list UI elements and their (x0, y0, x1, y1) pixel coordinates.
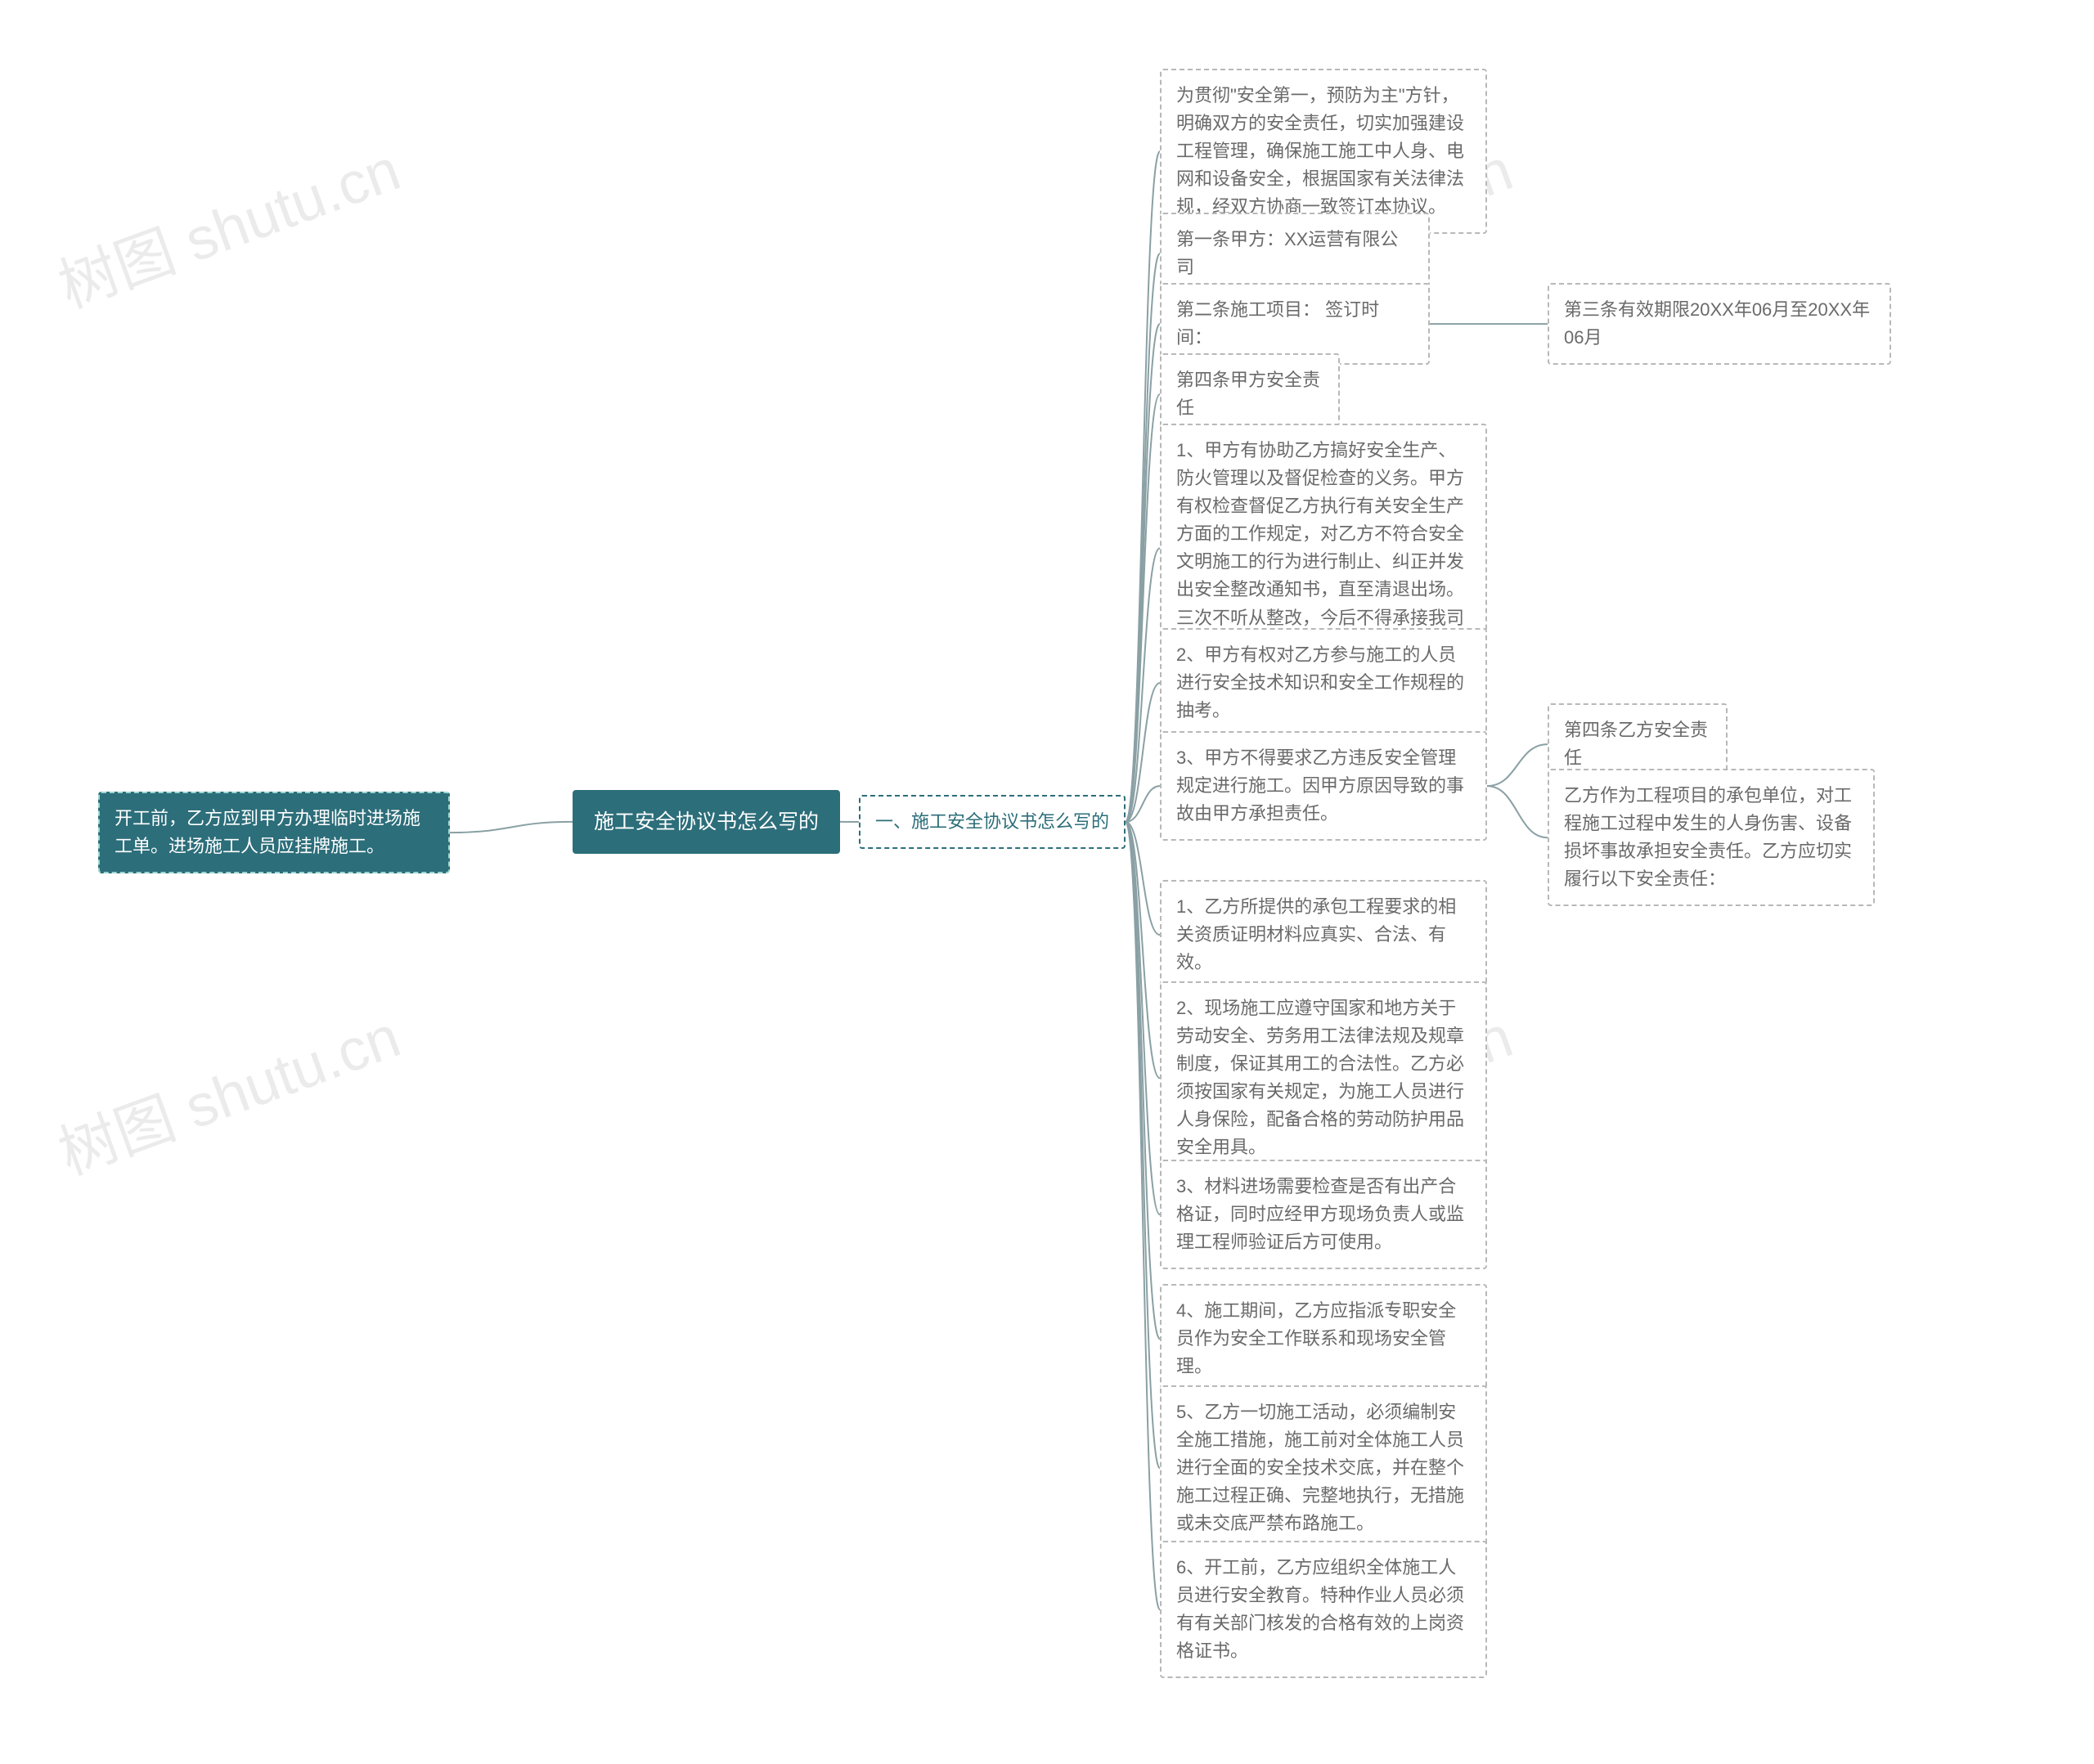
leaf-text: 2、现场施工应遵守国家和地方关于劳动安全、劳务用工法律法规及规章制度，保证其用工… (1176, 998, 1464, 1157)
leaf-text: 3、甲方不得要求乙方违反安全管理规定进行施工。因甲方原因导致的事故由甲方承担责任… (1176, 747, 1464, 824)
leaf-text: 2、甲方有权对乙方参与施工的人员进行安全技术知识和安全工作规程的抽考。 (1176, 644, 1464, 720)
leaf-text: 第三条有效期限20XX年06月至20XX年06月 (1564, 299, 1870, 348)
leaf-text: 乙方作为工程项目的承包单位，对工程施工过程中发生的人身伤害、设备损坏事故承担安全… (1564, 785, 1852, 889)
leaf-node: 6、开工前，乙方应组织全体施工人员进行安全教育。特种作业人员必须有有关部门核发的… (1160, 1541, 1487, 1678)
leaf-node: 4、施工期间，乙方应指派专职安全员作为安全工作联系和现场安全管理。 (1160, 1284, 1487, 1394)
leaf-node: 为贯彻"安全第一，预防为主"方针，明确双方的安全责任，切实加强建设工程管理，确保… (1160, 69, 1487, 234)
leaf-text: 1、甲方有协助乙方搞好安全生产、防火管理以及督促检查的义务。甲方有权检查督促乙方… (1176, 440, 1464, 656)
branch-label: 一、施工安全协议书怎么写的 (875, 811, 1109, 832)
leaf-text: 第四条甲方安全责任 (1176, 370, 1320, 418)
leaf-node: 2、甲方有权对乙方参与施工的人员进行安全技术知识和安全工作规程的抽考。 (1160, 628, 1487, 738)
leaf-node: 1、乙方所提供的承包工程要求的相关资质证明材料应真实、合法、有效。 (1160, 880, 1487, 990)
leaf-node: 5、乙方一切施工活动，必须编制安全施工措施，施工前对全体施工人员进行全面的安全技… (1160, 1385, 1487, 1551)
leaf-text: 6、开工前，乙方应组织全体施工人员进行安全教育。特种作业人员必须有有关部门核发的… (1176, 1557, 1464, 1661)
leaf-text: 为贯彻"安全第一，预防为主"方针，明确双方的安全责任，切实加强建设工程管理，确保… (1176, 85, 1464, 217)
watermark: 树图 shutu.cn (45, 122, 410, 325)
branch-node: 一、施工安全协议书怎么写的 (859, 795, 1126, 849)
root-node: 施工安全协议书怎么写的 (573, 790, 840, 855)
watermark: 树图 shutu.cn (45, 989, 410, 1192)
leaf-node: 2、现场施工应遵守国家和地方关于劳动安全、劳务用工法律法规及规章制度，保证其用工… (1160, 981, 1487, 1175)
root-label: 施工安全协议书怎么写的 (594, 810, 819, 833)
leaf-text: 4、施工期间，乙方应指派专职安全员作为安全工作联系和现场安全管理。 (1176, 1300, 1456, 1376)
leaf-text: 第一条甲方：XX运营有限公司 (1176, 229, 1398, 277)
leaf-node-far: 乙方作为工程项目的承包单位，对工程施工过程中发生的人身伤害、设备损坏事故承担安全… (1548, 769, 1875, 906)
leaf-node: 3、甲方不得要求乙方违反安全管理规定进行施工。因甲方原因导致的事故由甲方承担责任… (1160, 731, 1487, 841)
leaf-text: 第二条施工项目： 签订时间： (1176, 299, 1379, 348)
leaf-text: 1、乙方所提供的承包工程要求的相关资质证明材料应真实、合法、有效。 (1176, 896, 1456, 972)
side-note-left: 开工前，乙方应到甲方办理临时进场施工单。进场施工人员应挂牌施工。 (98, 792, 450, 873)
leaf-node-far: 第三条有效期限20XX年06月至20XX年06月 (1548, 283, 1891, 365)
leaf-text: 第四条乙方安全责任 (1564, 720, 1708, 768)
leaf-node: 3、材料进场需要检查是否有出产合格证，同时应经甲方现场负责人或监理工程师验证后方… (1160, 1160, 1487, 1269)
leaf-text: 3、材料进场需要检查是否有出产合格证，同时应经甲方现场负责人或监理工程师验证后方… (1176, 1176, 1464, 1252)
side-note-text: 开工前，乙方应到甲方办理临时进场施工单。进场施工人员应挂牌施工。 (115, 808, 420, 856)
leaf-text: 5、乙方一切施工活动，必须编制安全施工措施，施工前对全体施工人员进行全面的安全技… (1176, 1402, 1464, 1533)
